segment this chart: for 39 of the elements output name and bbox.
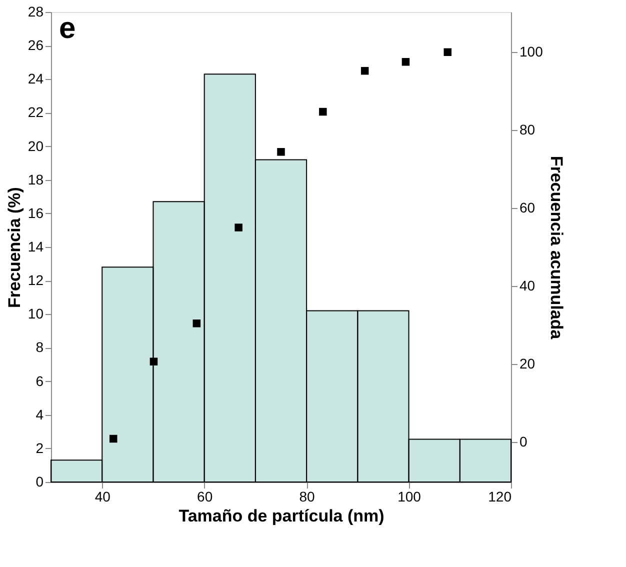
y-tick-label: 8 bbox=[36, 339, 44, 356]
y2-axis-title: Frecuencia acumulada bbox=[546, 156, 566, 340]
x-axis-title: Tamaño de partícula (nm) bbox=[178, 506, 384, 526]
y2-tick-label: 100 bbox=[520, 44, 544, 60]
point bbox=[402, 58, 410, 66]
y-tick-label: 16 bbox=[28, 204, 44, 221]
y-tick-label: 26 bbox=[28, 37, 44, 54]
y-tick-label: 2 bbox=[36, 440, 44, 456]
y-tick-label: 18 bbox=[28, 171, 44, 188]
y2-tick-label: 60 bbox=[520, 200, 536, 216]
point bbox=[360, 66, 369, 75]
x-tick-label: 120 bbox=[488, 488, 512, 504]
y-tick-label: 0 bbox=[36, 474, 44, 490]
point bbox=[109, 434, 118, 443]
y2-tick-label: 20 bbox=[520, 355, 536, 372]
point bbox=[150, 358, 158, 366]
x-tick-label: 100 bbox=[398, 488, 422, 504]
y-tick-label: 12 bbox=[28, 272, 44, 288]
y-tick-label: 28 bbox=[28, 4, 44, 20]
y-tick-label: 14 bbox=[28, 238, 44, 254]
y-tick-label: 24 bbox=[28, 70, 44, 87]
y-tick-label: 6 bbox=[36, 372, 44, 389]
y2-tick-label: 0 bbox=[520, 433, 528, 450]
point bbox=[234, 224, 242, 232]
annotation: e bbox=[59, 12, 76, 45]
y2-tick-label: 80 bbox=[520, 122, 536, 138]
x-tick-label: 60 bbox=[197, 488, 213, 504]
y2-tick-label: 40 bbox=[520, 277, 536, 294]
y-tick-label: 4 bbox=[36, 406, 44, 422]
point bbox=[192, 320, 201, 328]
y-tick-label: 10 bbox=[28, 306, 44, 322]
x-tick-label: 40 bbox=[94, 488, 111, 504]
point bbox=[319, 108, 327, 116]
x-tick-label: 80 bbox=[299, 488, 316, 504]
y-axis-title: Frecuencia (%) bbox=[4, 187, 24, 308]
y-tick-label: 22 bbox=[28, 104, 44, 120]
point bbox=[277, 148, 285, 156]
y-tick-label: 20 bbox=[28, 138, 44, 154]
point bbox=[444, 48, 452, 56]
